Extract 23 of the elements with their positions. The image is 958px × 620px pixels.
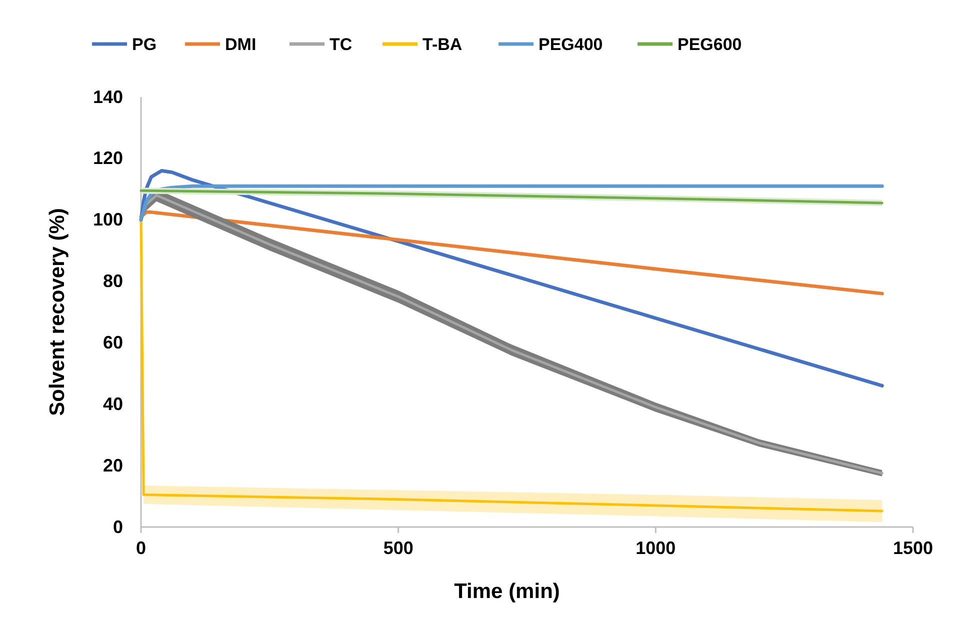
y-tick-label: 140 [92,86,123,107]
x-tick-label: 1000 [636,538,676,558]
legend-label: T-BA [422,35,462,54]
y-tick-label: 120 [92,148,123,168]
line-series [139,168,884,388]
legend-label: DMI [225,35,256,54]
y-tick-label: 20 [102,455,123,476]
y-tick-label: 0 [112,516,123,537]
y-tick-label: 80 [102,271,123,292]
legend-label: TC [330,35,352,54]
line-series [139,184,884,222]
x-tick-label: 500 [383,538,414,558]
line-series [139,210,884,296]
legend-label: PEG400 [538,35,603,54]
y-tick-label: 60 [102,332,123,352]
x-tick-label: 1500 [892,538,934,558]
y-tick-label: 40 [102,394,123,414]
legend-label: PEG600 [678,35,742,54]
x-axis-title: Time (min) [454,580,560,603]
y-tick-label: 100 [92,210,123,230]
legend-label: PG [132,35,157,54]
x-tick-label: 0 [136,538,146,558]
y-axis-title: Solvent recovery (%) [46,208,69,416]
